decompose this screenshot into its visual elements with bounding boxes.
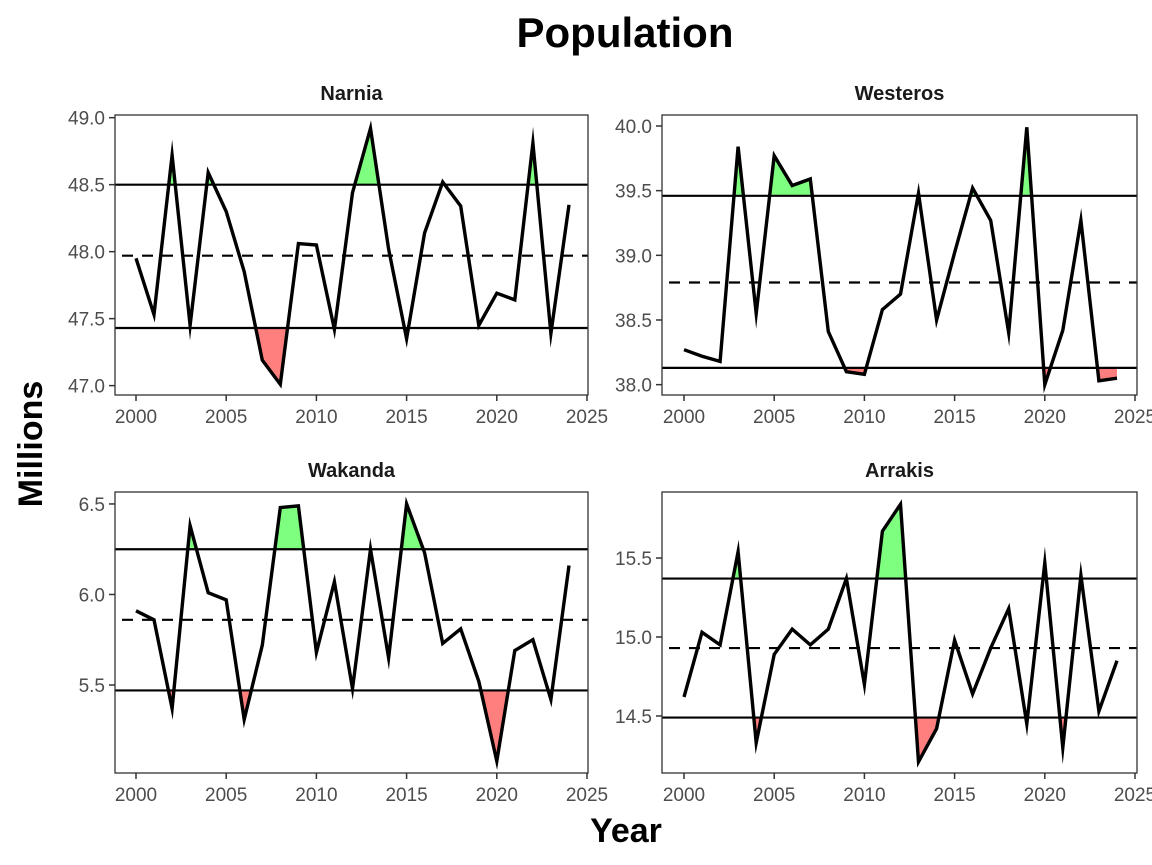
y-tick-label: 14.5 <box>615 707 652 728</box>
series-line <box>135 496 571 771</box>
x-tick-label: 2000 <box>663 785 705 806</box>
panel-frame <box>114 114 589 396</box>
y-tick-label: 49.0 <box>68 109 105 130</box>
above-upper-fill <box>274 505 304 550</box>
below-lower-fill <box>480 690 509 762</box>
below-lower-fill <box>255 328 288 385</box>
x-tick-label: 2015 <box>933 407 975 428</box>
x-tick-label: 2010 <box>295 407 337 428</box>
plot-area <box>115 120 588 389</box>
y-tick-label: 40.0 <box>615 117 652 138</box>
x-tick-label: 2000 <box>115 785 157 806</box>
y-tick-label: 48.5 <box>68 176 105 197</box>
plot-area <box>115 496 588 771</box>
x-tick-label: 2000 <box>663 407 705 428</box>
below-lower-fill <box>915 717 939 762</box>
x-tick-label: 2015 <box>385 407 427 428</box>
panel-title: Westeros <box>855 83 945 105</box>
y-tick-label: 38.5 <box>615 311 652 332</box>
panel-narnia: Narnia 2000 2005 2010 2015 2020 2025 47.0 47.5 48… <box>68 83 608 428</box>
y-tick-label: 15.5 <box>615 549 652 570</box>
panel-title: Wakanda <box>308 460 396 482</box>
x-tick-label: 2010 <box>295 785 337 806</box>
x-tick-label: 2025 <box>566 785 608 806</box>
panel-frame <box>114 491 589 774</box>
plot-area <box>662 499 1137 768</box>
y-tick-label: 6.5 <box>79 495 105 516</box>
plot-area <box>662 127 1137 394</box>
y-tick-label: 39.5 <box>615 182 652 203</box>
x-tick-label: 2020 <box>476 407 518 428</box>
x-tick-label: 2025 <box>1114 407 1152 428</box>
series-line <box>134 120 571 389</box>
y-tick-label: 39.0 <box>615 246 652 267</box>
above-upper-fill <box>354 128 379 185</box>
y-tick-label: 5.5 <box>79 676 105 697</box>
chart-title: Population <box>517 9 734 56</box>
series-line <box>683 127 1118 394</box>
x-tick-label: 2020 <box>476 785 518 806</box>
x-tick-label: 2005 <box>205 785 247 806</box>
x-tick-label: 2025 <box>566 407 608 428</box>
x-tick-label: 2020 <box>1024 785 1066 806</box>
x-tick-label: 2005 <box>205 407 247 428</box>
panel-frame <box>661 491 1138 774</box>
y-tick-label: 15.0 <box>615 628 652 649</box>
y-tick-label: 47.5 <box>68 310 105 331</box>
y-tick-label: 48.0 <box>68 243 105 264</box>
panel-westeros: Westeros 2000 2005 2010 2015 2020 2025 38.0 38.5… <box>615 83 1152 428</box>
y-axis-title: Millions <box>12 381 50 508</box>
panel-frame <box>661 114 1138 396</box>
x-tick-label: 2010 <box>843 407 885 428</box>
y-tick-label: 47.0 <box>68 377 105 398</box>
above-upper-fill <box>769 155 813 196</box>
x-tick-label: 2010 <box>843 785 885 806</box>
x-tick-label: 2025 <box>1114 785 1152 806</box>
panel-title: Narnia <box>320 83 383 105</box>
y-tick-label: 38.0 <box>615 376 652 397</box>
panel-wakanda: Wakanda 2000 2005 2010 2015 2020 2025 5.5 6.0 6.5 <box>79 460 609 806</box>
y-tick-label: 6.0 <box>79 585 105 606</box>
x-axis-title: Year <box>590 812 662 850</box>
facet-panels: Narnia 2000 2005 2010 2015 2020 2025 47.0 47.5 48… <box>68 83 1152 806</box>
x-tick-label: 2015 <box>933 785 975 806</box>
series-line <box>682 499 1119 768</box>
panel-title: Arrakis <box>865 460 934 482</box>
x-tick-label: 2005 <box>753 785 795 806</box>
x-tick-label: 2000 <box>115 407 157 428</box>
above-upper-fill <box>876 504 906 579</box>
panel-arrakis: Arrakis 2000 2005 2010 2015 2020 2025 14.5 15.0 1… <box>615 460 1152 806</box>
x-tick-label: 2015 <box>385 785 427 806</box>
x-tick-label: 2020 <box>1024 407 1066 428</box>
x-tick-label: 2005 <box>753 407 795 428</box>
